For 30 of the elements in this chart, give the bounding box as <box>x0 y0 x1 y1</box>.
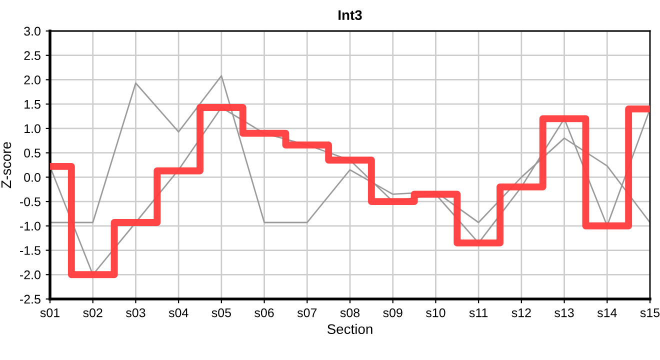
x-tick-label: s08 <box>340 308 360 318</box>
y-tick-label: 1.0 <box>24 124 40 134</box>
x-tick-label: s02 <box>83 308 102 318</box>
y-tick-label: 2.5 <box>24 51 40 60</box>
x-axis-title: Section <box>327 324 372 334</box>
y-tick-label: -1.5 <box>20 246 40 255</box>
x-tick-label: s06 <box>254 308 274 318</box>
x-tick-label: s04 <box>168 308 188 318</box>
y-tick-label: 0.5 <box>24 148 40 158</box>
x-tick-label: s03 <box>126 308 146 318</box>
x-tick-label: s14 <box>597 308 617 318</box>
x-tick-label: s01 <box>40 308 60 318</box>
y-tick-label: -2.5 <box>20 294 40 304</box>
x-tick-label: s11 <box>469 308 488 318</box>
x-tick-label: s10 <box>426 308 446 318</box>
x-tick-label: s15 <box>640 308 660 318</box>
y-tick-label: -2.0 <box>20 270 40 280</box>
y-tick-label: 2.0 <box>24 76 40 84</box>
y-tick-label: 1.5 <box>24 100 40 109</box>
y-tick-label: -0.5 <box>20 197 40 206</box>
x-tick-label: s05 <box>212 308 231 318</box>
x-tick-label: s12 <box>512 308 531 318</box>
x-tick-label: s13 <box>554 308 574 318</box>
x-tick-label: s07 <box>297 308 317 318</box>
x-tick-label: s09 <box>383 308 402 318</box>
y-tick-label: 0.0 <box>24 172 40 182</box>
y-axis-title: Z-score <box>1 142 12 188</box>
y-tick-label: -1.0 <box>20 222 40 231</box>
y-tick-label: 3.0 <box>24 26 40 36</box>
chart-title: Int3 <box>338 10 362 20</box>
